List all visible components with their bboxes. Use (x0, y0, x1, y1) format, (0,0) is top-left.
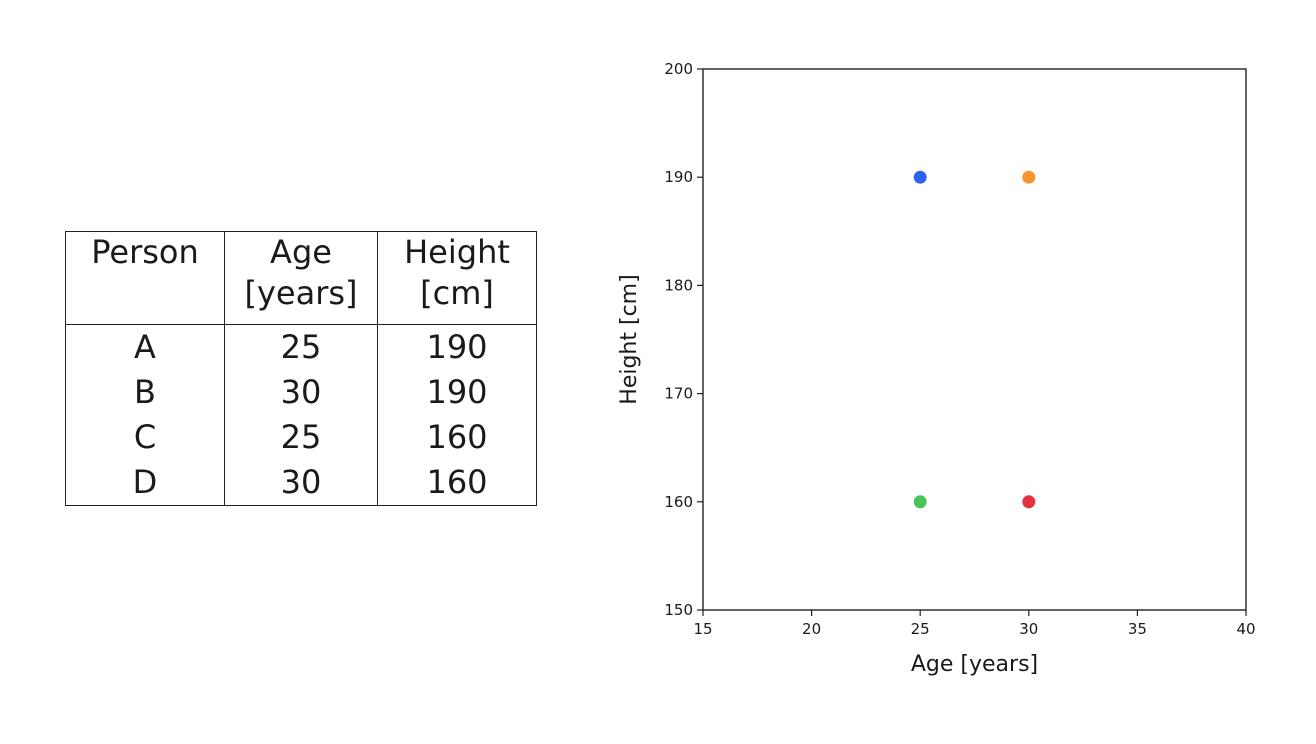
data-point (913, 495, 927, 509)
x-tick-label: 40 (1236, 620, 1255, 638)
table-cell: C (65, 415, 225, 460)
data-point (913, 170, 927, 184)
table-row: A 25 190 (65, 324, 537, 370)
x-tick-label: 35 (1128, 620, 1147, 638)
table-cell: 25 (224, 415, 378, 460)
table-row: B 30 190 (65, 370, 537, 415)
table-cell: 190 (377, 370, 537, 415)
table-cell: A (65, 324, 225, 370)
header-line: Height (404, 233, 510, 271)
header-person: Person (65, 231, 225, 325)
table-cell: 160 (377, 415, 537, 460)
data-table: Person Age [years] Height [cm] A 25 190 … (65, 231, 537, 506)
y-tick-label: 200 (664, 60, 693, 78)
y-tick-label: 190 (664, 168, 693, 186)
table-row: C 25 160 (65, 415, 537, 460)
table-cell: 190 (377, 324, 537, 370)
header-line: Age (270, 233, 332, 271)
table-header-row: Person Age [years] Height [cm] (65, 231, 537, 325)
y-tick-label: 150 (664, 601, 693, 619)
header-line: [cm] (420, 274, 494, 312)
y-axis-label: Height [cm] (617, 274, 642, 404)
y-tick-label: 170 (664, 385, 693, 403)
x-axis-label: Age [years] (911, 652, 1038, 677)
data-point (1022, 495, 1036, 509)
x-tick-label: 15 (693, 620, 712, 638)
table-cell: D (65, 460, 225, 506)
table-row: D 30 160 (65, 460, 537, 506)
header-line: Person (91, 233, 199, 271)
x-tick-label: 30 (1019, 620, 1038, 638)
header-age: Age [years] (224, 231, 378, 325)
y-tick-label: 180 (664, 276, 693, 294)
header-line: [years] (244, 274, 358, 312)
y-tick-label: 160 (664, 493, 693, 511)
table-cell: 30 (224, 370, 378, 415)
data-point (1022, 170, 1036, 184)
x-tick-label: 20 (802, 620, 821, 638)
table-cell: 160 (377, 460, 537, 506)
header-height: Height [cm] (377, 231, 537, 325)
plot-frame (702, 68, 1247, 611)
table-cell: 25 (224, 324, 378, 370)
table-cell: 30 (224, 460, 378, 506)
x-tick-label: 25 (911, 620, 930, 638)
table-cell: B (65, 370, 225, 415)
